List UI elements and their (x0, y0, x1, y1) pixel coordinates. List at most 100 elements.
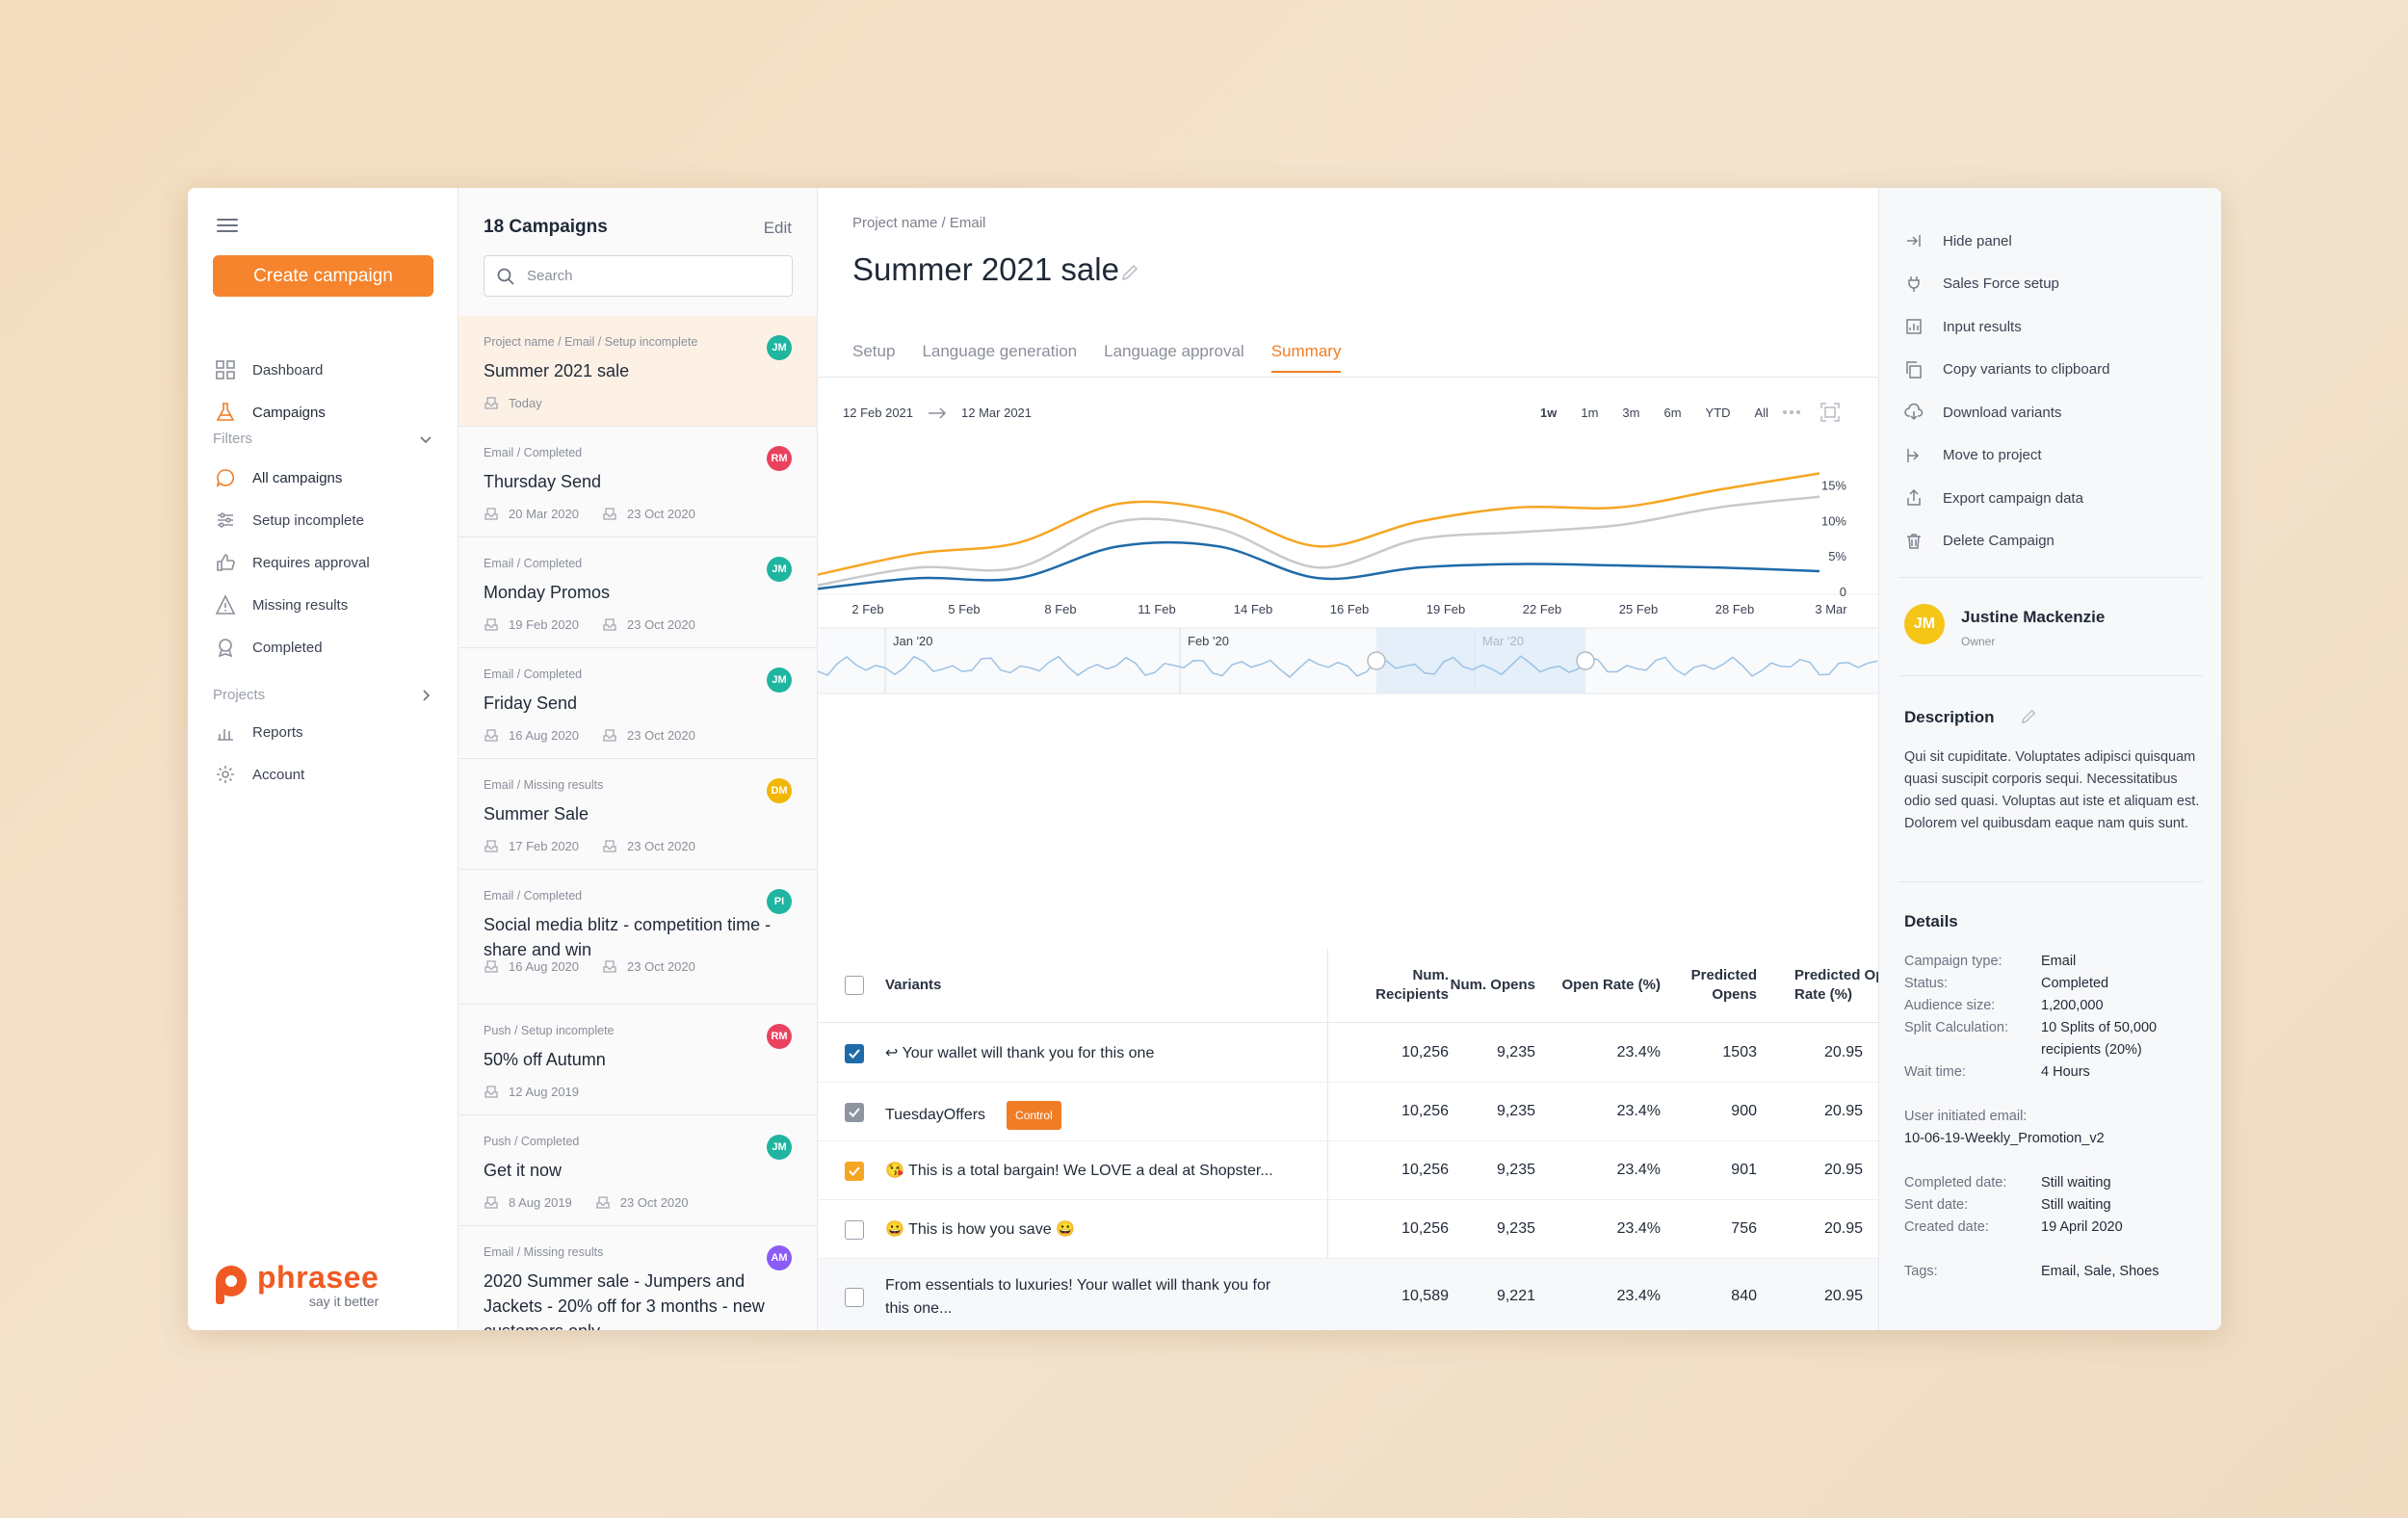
period-1m[interactable]: 1m (1581, 406, 1599, 420)
action-export-campaign-data[interactable]: Export campaign data (1904, 484, 2083, 512)
action-input-results[interactable]: Input results (1904, 312, 2022, 341)
date-range[interactable]: 12 Feb 2021 12 Mar 2021 (843, 406, 1032, 420)
action-hide-panel[interactable]: Hide panel (1904, 226, 2012, 255)
variant-text-value: From essentials to luxuries! Your wallet… (885, 1277, 1271, 1317)
x-tick-label: 16 Feb (1330, 602, 1369, 616)
campaign-item[interactable]: Email / Completed Friday Send JM 16 Aug … (458, 648, 817, 759)
header-predicted-opens[interactable]: Predicted Opens (1690, 967, 1757, 1003)
tab-summary[interactable]: Summary (1270, 342, 1341, 373)
campaign-created-date: 12 Aug 2019 (509, 1084, 580, 1099)
nav-account[interactable]: Account (188, 757, 458, 792)
header-opens[interactable]: Num. Opens (1450, 977, 1535, 993)
detail-campaign-type: Email (2041, 954, 2077, 969)
campaign-item[interactable]: Project name / Email / Setup incomplete … (458, 316, 817, 427)
campaign-item[interactable]: Push / Setup incomplete 50% off Autumn R… (458, 1005, 817, 1115)
chart-series-line-1 (818, 495, 1820, 587)
campaign-sent-date: 23 Oct 2020 (627, 506, 695, 521)
fullscreen-icon[interactable] (1819, 402, 1841, 423)
period-all[interactable]: All (1754, 406, 1768, 420)
period-1w[interactable]: 1w (1540, 406, 1557, 420)
row-checkbox[interactable] (845, 1161, 864, 1181)
table-row[interactable]: 😀 This is how you save 😀 10,256 9,235 23… (818, 1200, 1878, 1259)
search-input[interactable] (527, 268, 768, 284)
cell-open-rate: 23.4% (1616, 1043, 1661, 1060)
nav-campaigns[interactable]: Campaigns (188, 395, 458, 430)
campaign-item[interactable]: Email / Missing results 2020 Summer sale… (458, 1226, 817, 1330)
campaign-count-title: 18 Campaigns (484, 217, 608, 237)
row-checkbox[interactable] (845, 1219, 864, 1240)
owner-role: Owner (1961, 635, 1996, 648)
campaign-item[interactable]: Email / Completed Social media blitz - c… (458, 870, 817, 1005)
inbox-icon (602, 958, 617, 974)
date-to[interactable]: 12 Mar 2021 (961, 406, 1033, 420)
action-copy-variants-to-clipboard[interactable]: Copy variants to clipboard (1904, 355, 2109, 384)
action-label: Export campaign data (1943, 489, 2083, 507)
flask-icon (215, 402, 236, 423)
arrow-right-icon (927, 406, 948, 420)
table-row[interactable]: From essentials to luxuries! Your wallet… (818, 1259, 1878, 1330)
action-move-to-project[interactable]: Move to project (1904, 441, 2042, 470)
action-label: Delete Campaign (1943, 533, 2055, 549)
edit-list-button[interactable]: Edit (763, 219, 792, 237)
action-delete-campaign[interactable]: Delete Campaign (1904, 527, 2055, 556)
header-variants[interactable]: Variants (885, 977, 942, 993)
row-checkbox[interactable] (845, 1043, 864, 1063)
description-text: Qui sit cupiditate. Voluptates adipisci … (1904, 749, 2200, 831)
period-3m[interactable]: 3m (1622, 406, 1640, 420)
campaign-item[interactable]: Email / Completed Thursday Send RM 20 Ma… (458, 427, 817, 537)
owner-avatar: JM (1904, 604, 1945, 644)
campaign-meta: Push / Setup incomplete (484, 1024, 615, 1037)
period-6m[interactable]: 6m (1663, 406, 1682, 420)
create-campaign-button[interactable]: Create campaign (213, 255, 433, 297)
date-from[interactable]: 12 Feb 2021 (843, 406, 914, 420)
inbox-icon (484, 506, 499, 521)
search-icon (496, 267, 515, 286)
filters-section-label: Filters (213, 431, 252, 447)
campaign-item[interactable]: Push / Completed Get it now JM 8 Aug 201… (458, 1115, 817, 1226)
cell-predicted-opens: 840 (1731, 1288, 1757, 1304)
filter-all-campaigns[interactable]: All campaigns (188, 460, 458, 495)
table-row[interactable]: ↩ Your wallet will thank you for this on… (818, 1024, 1878, 1083)
period-ytd[interactable]: YTD (1705, 406, 1731, 420)
pencil-icon[interactable] (2020, 708, 2037, 725)
campaign-created-date: 20 Mar 2020 (509, 506, 579, 521)
select-all-checkbox[interactable] (845, 976, 864, 995)
more-icon[interactable] (1781, 406, 1802, 419)
variant-text: 😀 This is how you save 😀 (885, 1218, 1290, 1242)
campaign-dates: 17 Feb 2020 23 Oct 2020 (484, 838, 695, 853)
breadcrumb[interactable]: Project name / Email (852, 215, 986, 231)
table-row[interactable]: 😘 This is a total bargain! We LOVE a dea… (818, 1141, 1878, 1200)
campaign-item[interactable]: Email / Completed Monday Promos JM 19 Fe… (458, 537, 817, 648)
action-sales-force-setup[interactable]: Sales Force setup (1904, 270, 2059, 299)
campaign-item[interactable]: Email / Missing results Summer Sale DM 1… (458, 759, 817, 870)
filter-requires-approval[interactable]: Requires approval (188, 545, 458, 580)
header-recipients[interactable]: Num. Recipients (1375, 967, 1449, 1003)
control-badge: Control (1007, 1100, 1061, 1130)
filter-missing-results[interactable]: Missing results (188, 588, 458, 622)
chevron-down-icon[interactable] (419, 432, 432, 446)
row-checkbox[interactable] (845, 1288, 864, 1307)
header-predicted-rate[interactable]: Predicted Open Rate (%) (1794, 967, 1878, 1003)
detail-label: Completed date: (1904, 1175, 2007, 1191)
row-checkbox[interactable] (845, 1102, 864, 1122)
campaign-dates: 20 Mar 2020 23 Oct 2020 (484, 506, 695, 521)
detail-audience: 1,200,000 (2041, 998, 2104, 1013)
logo-tagline: say it better (308, 1294, 380, 1309)
filter-setup-incomplete[interactable]: Setup incomplete (188, 503, 458, 537)
tab-language-generation[interactable]: Language generation (922, 342, 1078, 360)
header-open-rate[interactable]: Open Rate (%) (1561, 977, 1661, 993)
x-tick-label: 8 Feb (1044, 602, 1076, 616)
nav-reports[interactable]: Reports (188, 715, 458, 749)
y-tick-label: 10% (1821, 513, 1846, 528)
action-download-variants[interactable]: Download variants (1904, 398, 2061, 427)
filter-completed[interactable]: Completed (188, 630, 458, 665)
tab-language-approval[interactable]: Language approval (1104, 342, 1244, 360)
table-row[interactable]: TuesdayOffers Control 10,256 9,235 23.4% … (818, 1083, 1878, 1141)
navigator-handle (1367, 651, 1386, 670)
pencil-icon[interactable] (1120, 263, 1139, 282)
tab-setup[interactable]: Setup (852, 342, 896, 360)
nav-dashboard[interactable]: Dashboard (188, 353, 458, 387)
inbox-icon (602, 838, 617, 853)
chevron-right-icon[interactable] (419, 689, 432, 702)
hamburger-menu-icon[interactable] (217, 219, 238, 236)
